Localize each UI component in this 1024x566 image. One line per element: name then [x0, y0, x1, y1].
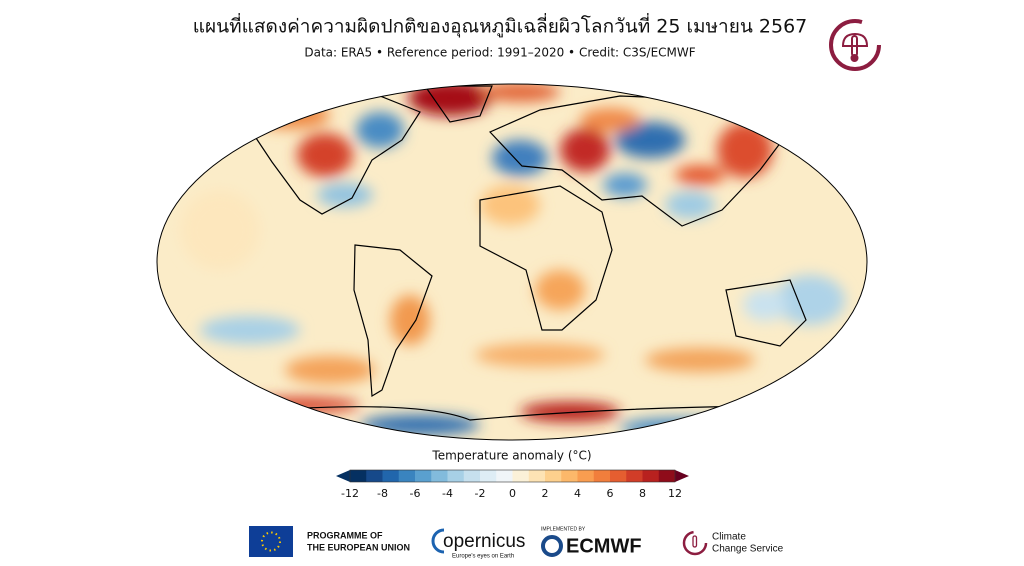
- colorbar-tick-label: 4: [574, 487, 581, 500]
- c3s-logo-top: [829, 19, 881, 71]
- anomaly-map: [157, 84, 867, 440]
- colorbar-segment: [480, 470, 497, 482]
- colorbar-tick-label: 8: [639, 487, 646, 500]
- colorbar-tick-label: -4: [442, 487, 453, 500]
- colorbar-tick-label: -6: [410, 487, 421, 500]
- colorbar-segment: [593, 470, 611, 482]
- c3s-text: Change Service: [712, 544, 784, 555]
- colorbar-segment: [610, 470, 627, 482]
- copernicus-text: opernicus: [443, 531, 525, 552]
- colorbar-segment: [528, 470, 546, 482]
- colorbar-tick-label: 0: [509, 487, 516, 500]
- c3s-text: Climate: [712, 532, 746, 543]
- colorbar-tick-label: 6: [607, 487, 614, 500]
- eu-text: THE EUROPEAN UNION: [307, 542, 410, 552]
- copernicus-c: [431, 528, 445, 554]
- eu-text: PROGRAMME OF: [307, 530, 383, 540]
- eu-flag: [249, 526, 293, 557]
- colorbar-segment: [350, 470, 367, 482]
- colorbar-segment: [642, 470, 660, 482]
- colorbar-segment: [366, 470, 383, 482]
- colorbar-segment: [561, 470, 578, 482]
- colorbar-tick-label: -2: [475, 487, 486, 500]
- colorbar-segment: [431, 470, 448, 482]
- colorbar-segment: [626, 470, 643, 482]
- colorbar-segment: [398, 470, 416, 482]
- subtitle: Data: ERA5 • Reference period: 1991–2020…: [304, 46, 695, 60]
- colorbar-segment: [382, 470, 400, 482]
- colorbar-tick-label: 12: [668, 487, 682, 500]
- colorbar-segment: [577, 470, 595, 482]
- colorbar-segment: [545, 470, 562, 482]
- colorbar-under: [336, 470, 350, 482]
- colorbar-tick-label: -8: [377, 487, 388, 500]
- colorbar: -12 -8 -6 -4 -2 0 2 4 6 8 12: [336, 469, 689, 500]
- colorbar-segment: [463, 470, 481, 482]
- colorbar-segment: [447, 470, 465, 482]
- footer-logos: PROGRAMME OF THE EUROPEAN UNION opernicu…: [249, 526, 784, 560]
- map-frame: [156, 83, 868, 441]
- copernicus-tag: Europe's eyes on Earth: [452, 554, 514, 560]
- colorbar-segment: [512, 470, 530, 482]
- implemented-by: IMPLEMENTED BY: [541, 526, 586, 532]
- colorbar-tick-label: 2: [542, 487, 549, 500]
- colorbar-segment: [658, 470, 676, 482]
- colorbar-label: Temperature anomaly (°C): [431, 449, 591, 463]
- colorbar-frame: [349, 469, 676, 483]
- ecmwf-mark: [541, 535, 563, 557]
- colorbar-over: [675, 470, 689, 482]
- title: แผนที่แสดงค่าความผิดปกติของอุณหภูมิเฉลี่…: [193, 13, 808, 39]
- colorbar-tick-label: -12: [341, 487, 359, 500]
- colorbar-segment: [415, 470, 432, 482]
- colorbar-segment: [496, 470, 513, 482]
- ecmwf-text: ECMWF: [566, 535, 642, 557]
